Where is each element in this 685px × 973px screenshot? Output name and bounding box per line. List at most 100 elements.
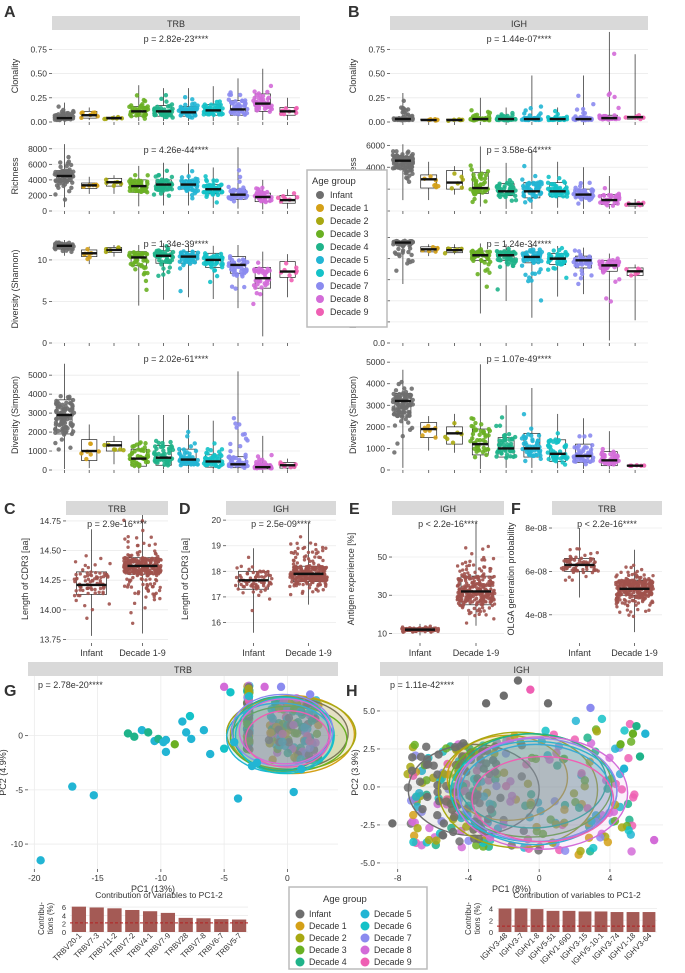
data-point — [125, 556, 130, 561]
data-point — [626, 573, 631, 578]
data-point — [545, 180, 551, 186]
data-point — [492, 602, 497, 606]
data-point — [127, 253, 132, 259]
data-point — [546, 174, 551, 180]
data-point — [390, 166, 396, 171]
data-point — [74, 589, 78, 593]
y-tick-label: 0.50 — [368, 69, 385, 79]
data-point — [608, 299, 614, 304]
data-point — [614, 258, 619, 264]
data-point — [400, 248, 406, 253]
data-point — [101, 590, 105, 594]
data-point — [86, 577, 91, 581]
data-point — [130, 444, 135, 449]
y-tick-label: 0.75 — [30, 44, 47, 54]
data-point — [202, 254, 208, 259]
data-point — [141, 528, 145, 533]
data-point — [471, 594, 476, 599]
data-point — [299, 569, 304, 573]
data-point — [58, 164, 63, 170]
data-point — [243, 195, 249, 200]
data-point — [152, 111, 157, 116]
data-point — [68, 445, 73, 450]
data-point — [499, 451, 504, 456]
data-point — [545, 267, 551, 272]
data-point — [136, 591, 140, 596]
data-point — [181, 179, 186, 184]
y-tick-label: 5000 — [366, 357, 385, 367]
data-point — [315, 577, 319, 582]
data-point — [428, 624, 432, 628]
data-point — [133, 591, 137, 595]
data-point — [583, 462, 588, 467]
data-point — [320, 545, 325, 550]
data-point — [154, 591, 158, 596]
data-point — [187, 451, 192, 456]
data-point — [214, 200, 219, 205]
data-point — [202, 102, 207, 107]
data-point — [157, 566, 161, 571]
data-point — [310, 550, 315, 554]
data-point — [189, 169, 195, 174]
data-point — [54, 409, 59, 415]
data-point — [567, 575, 572, 579]
data-point — [226, 195, 231, 200]
data-point — [266, 569, 270, 574]
data-point — [579, 262, 585, 267]
data-point — [611, 461, 617, 466]
data-point — [143, 557, 148, 561]
data-point — [576, 249, 582, 254]
data-point — [401, 109, 407, 115]
data-point — [497, 438, 502, 443]
data-point — [551, 265, 556, 271]
data-point — [266, 584, 270, 588]
data-point — [650, 579, 654, 584]
data-point — [323, 566, 327, 571]
data-point — [294, 195, 300, 200]
data-point — [614, 597, 618, 602]
data-point — [204, 194, 209, 200]
data-point — [648, 603, 652, 607]
data-point — [579, 556, 584, 561]
data-point — [581, 110, 586, 116]
data-point — [612, 113, 617, 118]
data-point — [89, 570, 93, 574]
data-point — [469, 167, 474, 172]
data-point — [320, 564, 324, 569]
data-point — [630, 572, 634, 577]
data-point — [145, 454, 151, 459]
data-point — [195, 462, 200, 467]
data-point — [269, 103, 274, 108]
data-point — [257, 457, 262, 462]
y-tick-label: 19 — [212, 541, 222, 551]
y-tick-label: 3000 — [366, 400, 385, 410]
p-value: p = 2.82e-23**** — [144, 34, 209, 44]
data-point — [470, 431, 476, 437]
data-point — [643, 590, 647, 595]
data-point — [122, 518, 126, 522]
data-point — [522, 163, 527, 169]
data-point — [636, 607, 640, 612]
data-point — [293, 555, 298, 560]
data-point — [618, 610, 622, 614]
data-point — [140, 560, 145, 564]
data-point — [587, 254, 592, 259]
data-point — [475, 272, 480, 277]
y-tick-label: -5 — [15, 785, 23, 795]
data-point — [228, 456, 233, 462]
data-point — [139, 262, 144, 268]
data-point — [58, 178, 64, 184]
data-point — [62, 197, 68, 202]
data-point — [581, 567, 585, 572]
data-point — [233, 286, 238, 291]
data-point — [152, 597, 157, 602]
data-point — [483, 434, 488, 439]
data-point — [237, 187, 243, 193]
data-point — [481, 445, 487, 451]
data-point — [408, 392, 414, 398]
data-point — [306, 550, 311, 555]
data-point — [58, 422, 63, 427]
data-point — [597, 193, 603, 199]
data-point — [507, 437, 512, 442]
data-point — [508, 454, 513, 459]
